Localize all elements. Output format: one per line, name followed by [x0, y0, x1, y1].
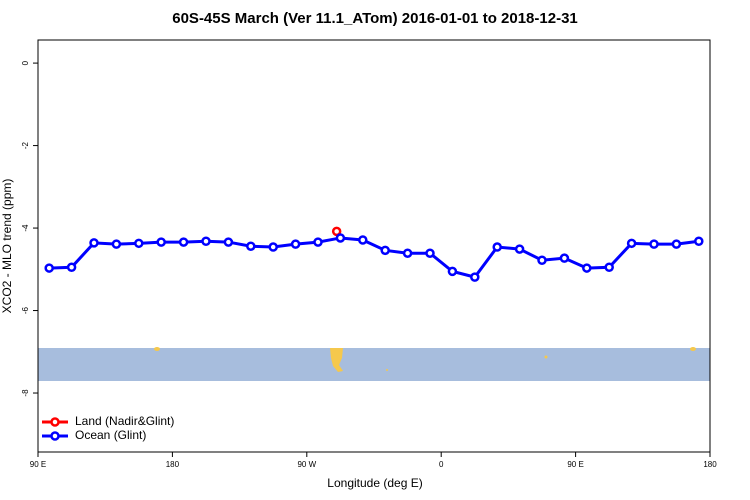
x-tick-label: 180 [703, 460, 717, 469]
data-point [290, 239, 301, 249]
data-point [447, 266, 458, 277]
data-point [582, 263, 592, 273]
land-blob [544, 355, 548, 359]
data-point [178, 237, 189, 247]
data-point [626, 238, 637, 249]
y-tick-label: -2 [21, 141, 30, 149]
data-point [335, 233, 346, 243]
data-point [201, 236, 211, 247]
land-blob [386, 369, 388, 371]
x-tick-label: 90 W [297, 460, 316, 469]
data-point [111, 239, 122, 249]
data-point [331, 226, 342, 237]
data-point [156, 237, 166, 247]
map-strip [38, 347, 710, 381]
data-point [358, 235, 368, 245]
data-point [402, 248, 413, 258]
y-tick-label: -4 [21, 224, 30, 232]
legend-marker [50, 417, 60, 427]
data-point [425, 248, 435, 258]
land-blob [154, 347, 160, 351]
data-point [559, 253, 570, 263]
data-point [89, 238, 99, 248]
legend-marker [50, 431, 60, 441]
data-point [66, 262, 77, 272]
y-tick-label: 0 [21, 60, 30, 65]
legend-label: Land (Nadir&Glint) [75, 414, 174, 428]
x-tick-label: 90 E [30, 460, 46, 469]
y-axis-label: XCO2 - MLO trend (ppm) [0, 179, 14, 314]
y-tick-label: -8 [21, 389, 30, 397]
data-point [604, 262, 614, 272]
x-axis-label: Longitude (deg E) [327, 476, 422, 490]
data-point [492, 242, 502, 252]
x-tick-label: 90 E [567, 460, 583, 469]
x-tick-label: 180 [166, 460, 180, 469]
data-point [380, 245, 390, 256]
land-blob [330, 348, 343, 372]
plot-frame [37, 39, 711, 453]
data-point [694, 236, 704, 247]
data-point [134, 238, 144, 249]
land-blob [690, 347, 696, 351]
ocean-strip [38, 348, 710, 381]
data-point [514, 244, 525, 254]
chart-title: 60S-45S March (Ver 11.1_ATom) 2016-01-01… [172, 10, 578, 27]
data-point [246, 241, 256, 251]
x-tick-label: 0 [439, 460, 444, 469]
legend: Land (Nadir&Glint)Ocean (Glint) [42, 414, 174, 442]
data-point [649, 239, 659, 249]
data-point [470, 272, 480, 282]
data-point [44, 263, 54, 273]
legend-label: Ocean (Glint) [75, 428, 146, 442]
data-point [671, 239, 682, 249]
data-point [537, 255, 547, 265]
data-point [268, 242, 278, 252]
y-tick-label: -6 [21, 306, 30, 314]
data-point [223, 237, 234, 247]
data-point [313, 237, 323, 247]
